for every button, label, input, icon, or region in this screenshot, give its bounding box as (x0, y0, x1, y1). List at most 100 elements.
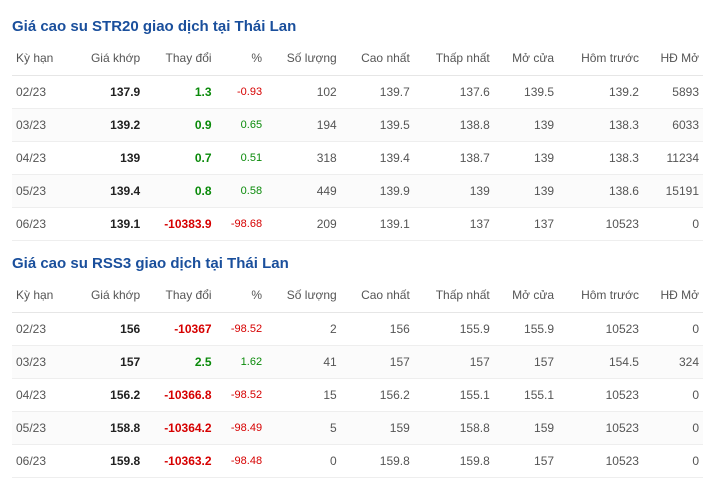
cell-homtruoc: 10523 (558, 445, 643, 478)
cell-mocua: 157 (494, 445, 558, 478)
cell-mocua: 139.5 (494, 76, 558, 109)
col-header-giakhop: Giá khớp (70, 45, 144, 76)
cell-hdmo: 6033 (643, 109, 703, 142)
table-row: 03/231572.51.6241157157157154.5324 (12, 346, 703, 379)
cell-pct: -98.68 (216, 208, 267, 241)
cell-kyhan: 02/23 (12, 313, 70, 346)
cell-thaydoi: 0.9 (144, 109, 215, 142)
cell-homtruoc: 10523 (558, 412, 643, 445)
cell-giakhop: 159.8 (70, 445, 144, 478)
cell-caonhat: 139.4 (341, 142, 414, 175)
col-header-thaydoi: Thay đổi (144, 282, 215, 313)
cell-mocua: 139 (494, 142, 558, 175)
col-header-hdmo: HĐ Mở (643, 282, 703, 313)
cell-soluong: 194 (266, 109, 341, 142)
cell-mocua: 155.1 (494, 379, 558, 412)
col-header-mocua: Mở cửa (494, 282, 558, 313)
cell-kyhan: 05/23 (12, 412, 70, 445)
cell-thapnhat: 139 (414, 175, 494, 208)
cell-kyhan: 03/23 (12, 346, 70, 379)
cell-hdmo: 0 (643, 379, 703, 412)
cell-homtruoc: 10523 (558, 313, 643, 346)
cell-kyhan: 03/23 (12, 109, 70, 142)
cell-homtruoc: 154.5 (558, 346, 643, 379)
cell-thaydoi: -10367 (144, 313, 215, 346)
cell-soluong: 318 (266, 142, 341, 175)
cell-pct: -98.48 (216, 445, 267, 478)
cell-soluong: 2 (266, 313, 341, 346)
cell-soluong: 15 (266, 379, 341, 412)
cell-caonhat: 139.9 (341, 175, 414, 208)
col-header-caonhat: Cao nhất (341, 282, 414, 313)
cell-homtruoc: 139.2 (558, 76, 643, 109)
cell-thaydoi: 0.8 (144, 175, 215, 208)
cell-pct: -98.49 (216, 412, 267, 445)
cell-mocua: 139 (494, 109, 558, 142)
cell-giakhop: 139.4 (70, 175, 144, 208)
cell-giakhop: 139 (70, 142, 144, 175)
col-header-soluong: Số lượng (266, 282, 341, 313)
cell-mocua: 155.9 (494, 313, 558, 346)
cell-thapnhat: 138.7 (414, 142, 494, 175)
cell-caonhat: 157 (341, 346, 414, 379)
cell-thaydoi: -10366.8 (144, 379, 215, 412)
table-row: 04/231390.70.51318139.4138.7139138.31123… (12, 142, 703, 175)
cell-thaydoi: 0.7 (144, 142, 215, 175)
cell-pct: -0.93 (216, 76, 267, 109)
cell-soluong: 5 (266, 412, 341, 445)
cell-soluong: 41 (266, 346, 341, 379)
col-header-mocua: Mở cửa (494, 45, 558, 76)
col-header-pct: % (216, 45, 267, 76)
cell-mocua: 159 (494, 412, 558, 445)
table-row: 05/23139.40.80.58449139.9139139138.61519… (12, 175, 703, 208)
cell-thaydoi: -10364.2 (144, 412, 215, 445)
cell-thaydoi: -10363.2 (144, 445, 215, 478)
cell-hdmo: 5893 (643, 76, 703, 109)
cell-kyhan: 04/23 (12, 142, 70, 175)
table-row: 02/23137.91.3-0.93102139.7137.6139.5139.… (12, 76, 703, 109)
cell-thapnhat: 159.8 (414, 445, 494, 478)
cell-caonhat: 159 (341, 412, 414, 445)
cell-caonhat: 139.7 (341, 76, 414, 109)
section-title: Giá cao su RSS3 giao dịch tại Thái Lan (12, 255, 703, 272)
col-header-kyhan: Kỳ hạn (12, 282, 70, 313)
cell-hdmo: 15191 (643, 175, 703, 208)
cell-kyhan: 06/23 (12, 208, 70, 241)
cell-homtruoc: 138.3 (558, 142, 643, 175)
cell-homtruoc: 138.6 (558, 175, 643, 208)
cell-thapnhat: 155.1 (414, 379, 494, 412)
cell-thapnhat: 158.8 (414, 412, 494, 445)
cell-thapnhat: 138.8 (414, 109, 494, 142)
cell-caonhat: 156 (341, 313, 414, 346)
cell-hdmo: 0 (643, 208, 703, 241)
cell-pct: 1.62 (216, 346, 267, 379)
cell-pct: -98.52 (216, 313, 267, 346)
cell-soluong: 102 (266, 76, 341, 109)
cell-hdmo: 0 (643, 412, 703, 445)
cell-soluong: 0 (266, 445, 341, 478)
cell-hdmo: 324 (643, 346, 703, 379)
col-header-thapnhat: Thấp nhất (414, 282, 494, 313)
cell-pct: 0.58 (216, 175, 267, 208)
price-table: Kỳ hạnGiá khớpThay đổi%Số lượngCao nhấtT… (12, 282, 703, 478)
cell-pct: 0.51 (216, 142, 267, 175)
cell-soluong: 449 (266, 175, 341, 208)
cell-thapnhat: 155.9 (414, 313, 494, 346)
cell-caonhat: 156.2 (341, 379, 414, 412)
cell-thaydoi: -10383.9 (144, 208, 215, 241)
cell-thapnhat: 157 (414, 346, 494, 379)
cell-hdmo: 11234 (643, 142, 703, 175)
col-header-kyhan: Kỳ hạn (12, 45, 70, 76)
cell-pct: 0.65 (216, 109, 267, 142)
cell-homtruoc: 10523 (558, 208, 643, 241)
cell-thaydoi: 2.5 (144, 346, 215, 379)
cell-giakhop: 156.2 (70, 379, 144, 412)
col-header-thaydoi: Thay đổi (144, 45, 215, 76)
cell-pct: -98.52 (216, 379, 267, 412)
table-row: 04/23156.2-10366.8-98.5215156.2155.1155.… (12, 379, 703, 412)
cell-soluong: 209 (266, 208, 341, 241)
cell-kyhan: 06/23 (12, 445, 70, 478)
cell-thapnhat: 137.6 (414, 76, 494, 109)
table-row: 05/23158.8-10364.2-98.495159158.81591052… (12, 412, 703, 445)
col-header-thapnhat: Thấp nhất (414, 45, 494, 76)
